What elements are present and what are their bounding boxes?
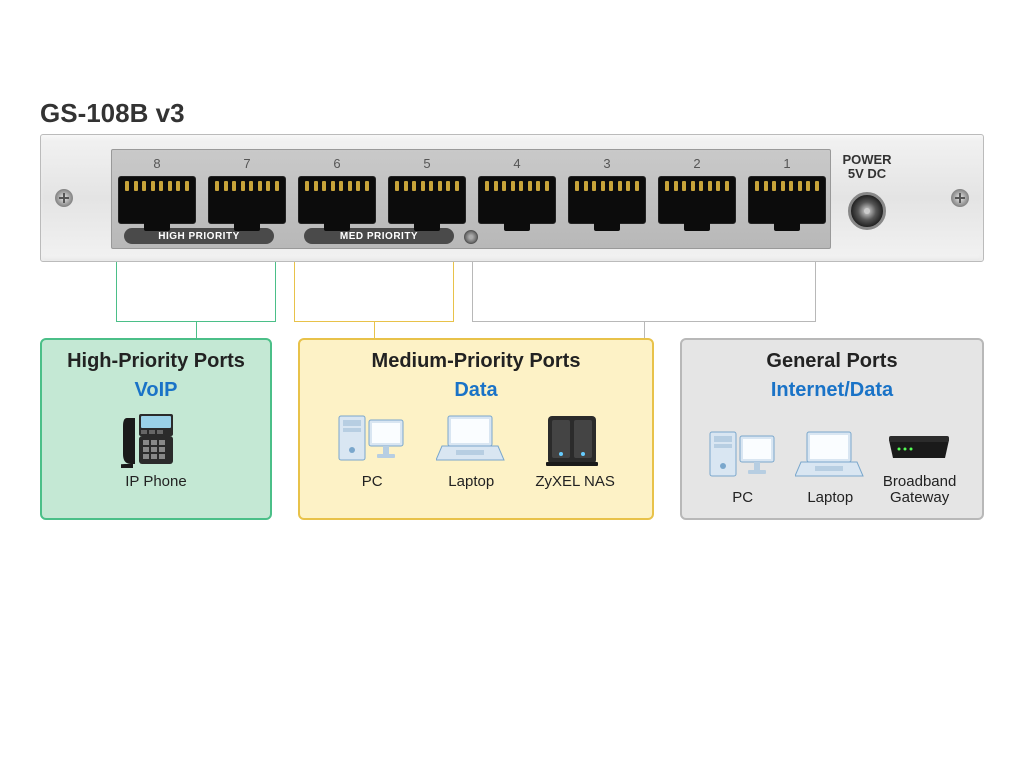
device-row: IP Phone bbox=[50, 410, 262, 490]
bracket-line bbox=[472, 262, 816, 322]
category-title: Medium-Priority Ports bbox=[308, 350, 644, 373]
port-number: 6 bbox=[297, 156, 377, 171]
bracket-drop bbox=[374, 322, 375, 338]
dc-jack-icon bbox=[848, 192, 886, 230]
category-subtitle: Internet/Data bbox=[690, 379, 974, 402]
port-number: 2 bbox=[657, 156, 737, 171]
power-line2: 5V DC bbox=[817, 167, 917, 181]
bracket-drop bbox=[196, 322, 197, 338]
bracket-line bbox=[294, 262, 454, 322]
gateway-icon bbox=[885, 410, 955, 470]
ethernet-port-icon bbox=[298, 176, 376, 224]
screw-icon bbox=[951, 189, 969, 207]
panel-screw-icon bbox=[464, 230, 478, 244]
device-item: IP Phone bbox=[121, 410, 191, 490]
port-number: 8 bbox=[117, 156, 197, 171]
ethernet-port-icon bbox=[388, 176, 466, 224]
power-line1: POWER bbox=[817, 153, 917, 167]
device-label: PC bbox=[362, 474, 383, 490]
device-label: Laptop bbox=[448, 474, 494, 490]
product-title: GS-108B v3 bbox=[40, 98, 185, 129]
category-subtitle: VoIP bbox=[50, 379, 262, 402]
category-title: General Ports bbox=[690, 350, 974, 373]
phone-icon bbox=[121, 410, 191, 470]
device-item: Broadband Gateway bbox=[883, 410, 956, 506]
port-panel: HIGH PRIORITY MED PRIORITY 87654321 bbox=[111, 149, 831, 249]
device-label: ZyXEL NAS bbox=[535, 474, 614, 490]
device-label: Laptop bbox=[807, 490, 853, 506]
screw-icon bbox=[55, 189, 73, 207]
category-box: General Ports Internet/Data PC Laptop Broadb… bbox=[680, 338, 984, 520]
port-number: 7 bbox=[207, 156, 287, 171]
category-box: Medium-Priority Ports Data PC Laptop ZyXEL N… bbox=[298, 338, 654, 520]
device-item: Laptop bbox=[795, 426, 865, 506]
switch-chassis: HIGH PRIORITY MED PRIORITY 87654321 POWE… bbox=[40, 134, 984, 262]
port-number: 5 bbox=[387, 156, 467, 171]
device-row: PC Laptop Broadband Gateway bbox=[690, 410, 974, 506]
ethernet-port-icon bbox=[208, 176, 286, 224]
nas-icon bbox=[540, 410, 610, 470]
device-label: Broadband Gateway bbox=[883, 474, 956, 506]
ethernet-port-icon bbox=[118, 176, 196, 224]
device-item: ZyXEL NAS bbox=[535, 410, 614, 490]
laptop-icon bbox=[436, 410, 506, 470]
ethernet-port-icon bbox=[748, 176, 826, 224]
ethernet-port-icon bbox=[658, 176, 736, 224]
category-boxes: High-Priority Ports VoIP IP Phone Medium-Pr… bbox=[40, 338, 984, 520]
port-number: 1 bbox=[747, 156, 827, 171]
category-box: High-Priority Ports VoIP IP Phone bbox=[40, 338, 272, 520]
pc-icon bbox=[708, 426, 778, 486]
device-label: IP Phone bbox=[125, 474, 186, 490]
power-label: POWER 5V DC bbox=[817, 153, 917, 230]
bracket-line bbox=[116, 262, 276, 322]
port-number: 3 bbox=[567, 156, 647, 171]
ethernet-port-icon bbox=[478, 176, 556, 224]
device-row: PC Laptop ZyXEL NAS bbox=[308, 410, 644, 490]
category-title: High-Priority Ports bbox=[50, 350, 262, 373]
ethernet-port-icon bbox=[568, 176, 646, 224]
device-label: PC bbox=[732, 490, 753, 506]
category-subtitle: Data bbox=[308, 379, 644, 402]
device-item: PC bbox=[708, 426, 778, 506]
bracket-drop bbox=[644, 322, 645, 338]
port-number: 4 bbox=[477, 156, 557, 171]
device-item: PC bbox=[337, 410, 407, 490]
device-item: Laptop bbox=[436, 410, 506, 490]
pc-icon bbox=[337, 410, 407, 470]
laptop-icon bbox=[795, 426, 865, 486]
